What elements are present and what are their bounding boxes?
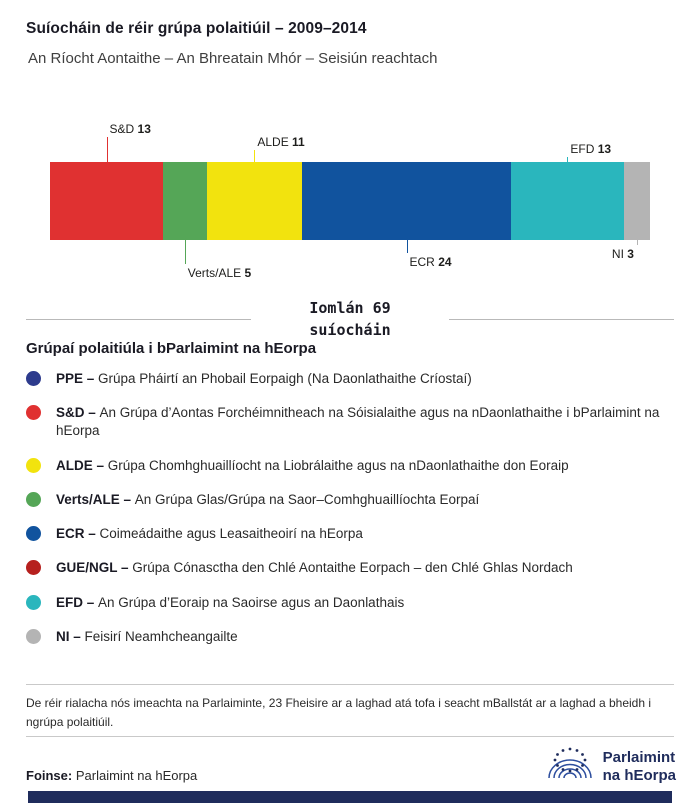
legend-item-GUE/NGL: GUE/NGL – Grúpa Cónasctha den Chlé Aonta… [26, 559, 674, 577]
legend-item-text: Verts/ALE – An Grúpa Glas/Grúpa na Saor–… [56, 491, 480, 507]
bar-label-ALDE: ALDE 11 [257, 135, 305, 149]
seats-chart: S&D 13 Verts/ALE 5 ALDE 11 ECR 24 EFD 13 NI 3 [0, 122, 700, 292]
legend-item-Verts/ALE: Verts/ALE – An Grúpa Glas/Grúpa na Saor–… [26, 491, 674, 509]
bottom-brand-bar [28, 791, 672, 803]
divider-right [448, 319, 674, 321]
bar-label-S&D: S&D 13 [109, 122, 151, 136]
legend-item-text: S&D – An Grúpa d’Aontas Forchéimnitheach… [56, 405, 660, 439]
legend-item-text: ALDE – Grúpa Chomhghuaillíocht na Liobrá… [56, 457, 569, 473]
legend-color-dot [26, 628, 41, 644]
legend-item-text: PPE – Grúpa Pháirtí an Phobail Eorpaigh … [56, 371, 472, 386]
footnote-divider-top [26, 684, 674, 685]
bar-segment-NI [623, 162, 650, 240]
eu-parliament-logo-icon [545, 742, 595, 791]
legend-item-text: NI – Feisirí Neamhcheangailte [56, 628, 238, 644]
legend-items: PPE – Grúpa Pháirtí an Phobail Eorpaigh … [26, 370, 674, 662]
legend-item-ALDE: ALDE – Grúpa Chomhghuaillíocht na Liobrá… [26, 457, 674, 475]
divider-left [26, 319, 252, 321]
legend-color-dot [26, 457, 41, 473]
source-label: Foinse: [26, 768, 73, 783]
legend-item-NI: NI – Feisirí Neamhcheangailte [26, 628, 674, 646]
bar-segment-Verts/ALE [163, 162, 207, 240]
bar-segment-ECR [302, 162, 511, 240]
legend-color-dot [26, 491, 41, 507]
legend-title: Grúpaí polaitiúla i bParlaimint na hEorp… [26, 340, 317, 357]
bar-segment-S&D [50, 162, 164, 240]
legend-color-dot [26, 526, 41, 542]
source-value: Parlaimint na hEorpa [75, 768, 198, 783]
legend-color-dot [26, 560, 41, 576]
legend-item-text: EFD – An Grúpa d’Eoraip na Saoirse agus … [56, 594, 405, 610]
leader-line-S&D [106, 137, 108, 162]
leader-line-ECR [406, 240, 408, 253]
parliament-logo: Parlaimint na hEorpa [545, 742, 676, 791]
legend-item-EFD: EFD – An Grúpa d’Eoraip na Saoirse agus … [26, 594, 674, 612]
total-row: Iomlán 69 suíocháin [26, 298, 674, 342]
leader-line-Verts/ALE [184, 240, 186, 264]
legend-item-S&D: S&D – An Grúpa d’Aontas Forchéimnitheach… [26, 404, 674, 440]
stacked-bar [50, 162, 650, 240]
leader-line-NI [636, 240, 638, 245]
legend-item-ECR: ECR – Coimeádaithe agus Leasaitheoirí na… [26, 525, 674, 543]
page-title: Suíocháin de réir grúpa polaitiúil – 200… [26, 20, 367, 37]
legend-color-dot [26, 405, 41, 421]
bar-label-Verts/ALE: Verts/ALE 5 [187, 266, 252, 280]
logo-text: Parlaimint na hEorpa [603, 749, 676, 784]
logo-text-line2: na hEorpa [602, 766, 676, 784]
total-line2: suíocháin [309, 320, 391, 339]
source-line: Foinse: Parlaimint na hEorpa [26, 768, 197, 783]
page-subtitle: An Ríocht Aontaithe – An Bhreatain Mhór … [28, 50, 438, 67]
total-seats-label: Iomlán 69 suíocháin [309, 298, 390, 342]
legend-item-PPE: PPE – Grúpa Pháirtí an Phobail Eorpaigh … [26, 370, 674, 388]
leader-line-EFD [567, 157, 569, 162]
bar-label-ECR: ECR 24 [409, 255, 452, 269]
footnote: De réir rialacha nós imeachta na Parlaim… [26, 696, 652, 729]
legend-item-text: GUE/NGL – Grúpa Cónasctha den Chlé Aonta… [56, 560, 573, 576]
bar-segment-ALDE [206, 162, 303, 240]
total-line1: Iomlán 69 [309, 299, 391, 317]
leader-line-ALDE [254, 150, 256, 162]
bar-label-NI: NI 3 [611, 247, 634, 261]
legend-color-dot [26, 371, 41, 386]
legend-color-dot [26, 594, 41, 610]
bar-segment-EFD [510, 162, 624, 240]
bar-label-EFD: EFD 13 [570, 142, 612, 156]
logo-text-line1: Parlaimint [602, 749, 676, 767]
footnote-divider-bottom [26, 736, 674, 737]
legend-item-text: ECR – Coimeádaithe agus Leasaitheoirí na… [56, 526, 363, 542]
